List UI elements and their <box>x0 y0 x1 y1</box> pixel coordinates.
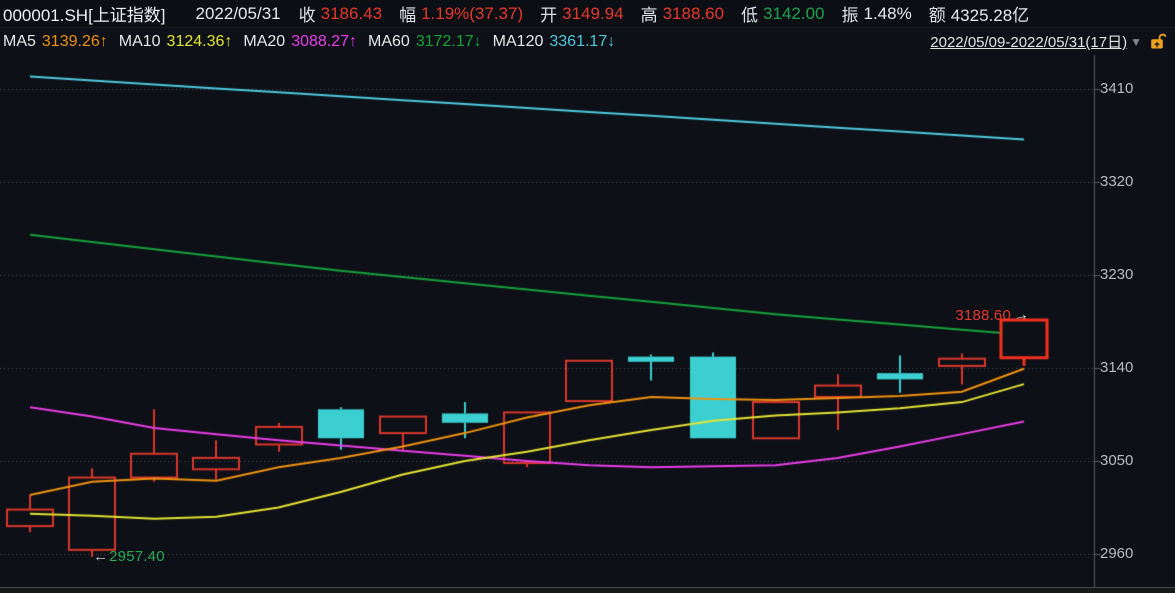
field-high: 高 3188.60 <box>640 3 725 26</box>
ma120-legend: MA120 3361.17↓ <box>492 32 616 50</box>
quote-date: 2022/05/31 <box>195 3 281 23</box>
field-low: 低 3142.00 <box>741 3 825 26</box>
y-axis-label: 2960 <box>1100 545 1134 562</box>
y-axis-label: 3050 <box>1100 452 1134 469</box>
left-arrow-icon: ← <box>93 547 109 565</box>
ma10-legend: MA10 3124.36↑ <box>118 32 233 50</box>
bottom-scrollbar-track[interactable] <box>0 587 1175 593</box>
range-selector: 2022/05/09-2022/05/31(17日) ▼ <box>930 28 1167 55</box>
date-range-link[interactable]: 2022/05/09-2022/05/31(17日) <box>930 34 1128 51</box>
field-close: 收 3186.43 <box>298 3 383 26</box>
unlock-icon[interactable] <box>1150 33 1167 50</box>
y-axis-label: 3230 <box>1100 266 1134 283</box>
field-open: 开 3149.94 <box>540 3 624 26</box>
quote-header: 000001.SH[上证指数] 2022/05/31 收 3186.43 幅 1.1… <box>0 0 1175 28</box>
y-axis-label: 3140 <box>1100 359 1134 376</box>
high-price-annotation: 3188.60 → <box>955 305 1031 326</box>
y-axis-label: 3410 <box>1100 80 1134 97</box>
symbol-name: 000001.SH[上证指数] <box>3 6 166 25</box>
ma-legend-bar: MA5 3139.26↑ MA10 3124.36↑ MA20 3088.27↑ MA… <box>0 28 1175 55</box>
field-turnover: 额 4325.28亿 <box>928 6 1030 25</box>
field-amplitude: 振 1.48% <box>841 3 912 26</box>
ma20-legend: MA20 3088.27↑ <box>243 32 358 50</box>
field-change: 幅 1.19%(37.37) <box>399 3 524 26</box>
right-arrow-icon: → <box>1011 305 1031 326</box>
ma60-legend: MA60 3172.17↓ <box>368 32 482 50</box>
y-axis-label: 3320 <box>1100 173 1134 190</box>
dropdown-arrow-icon[interactable]: ▼ <box>1130 34 1142 49</box>
low-price-annotation: ← 2957.40 <box>93 547 165 565</box>
ma5-legend: MA5 3139.26↑ <box>3 32 108 50</box>
